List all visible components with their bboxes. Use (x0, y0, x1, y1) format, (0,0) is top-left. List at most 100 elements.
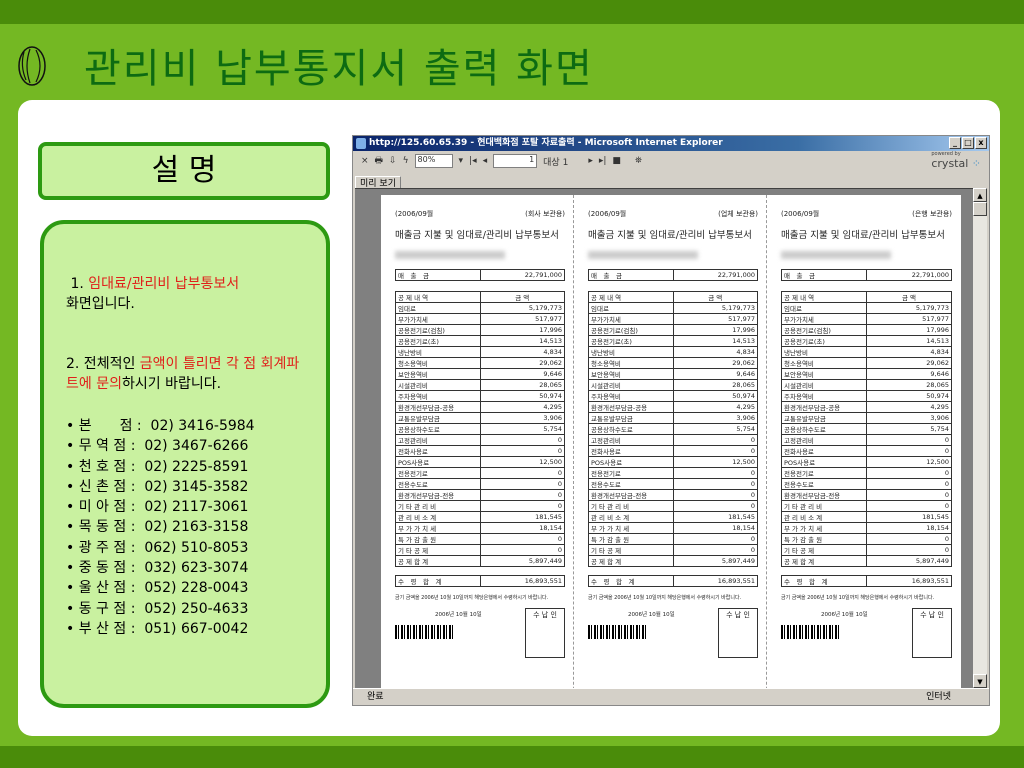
contact-item: • 동 구 점 : 052) 250-4633 (66, 600, 249, 617)
table-row: 공 제 합 계 5,897,449 (781, 555, 952, 567)
table-row: POS사용료 12,500 (395, 456, 565, 468)
page-input[interactable]: 1 (493, 154, 538, 168)
maximize-button[interactable]: □ (962, 137, 974, 149)
table-row: 공용상하수도료 5,754 (781, 423, 952, 435)
ie-icon (356, 138, 366, 149)
table-row: 관 리 비 소 계 181,545 (395, 511, 565, 523)
barcode (588, 625, 648, 639)
table-row: 공용상하수도료 5,754 (588, 423, 758, 435)
table-row: 전용수도료 0 (781, 478, 952, 490)
table-row: 고정관리비 0 (395, 434, 565, 446)
table-row: 부가가치세 517,977 (781, 313, 952, 325)
window-titlebar: http://125.60.65.39 - 현대백화점 포탈 자료출력 - Mi… (353, 136, 989, 151)
table-row: 교통유발부담금 3,906 (588, 412, 758, 424)
table-row: 부 가 가 치 세 18,154 (588, 522, 758, 534)
close-view-icon[interactable]: × (361, 156, 369, 166)
note: 금기 금액을 2006년 10월 10일까지 해당은행에서 수령하시기 바랍니다… (395, 595, 549, 601)
close-button[interactable]: x (975, 137, 987, 149)
contact-item: • 울 산 점 : 052) 228-0043 (66, 580, 249, 597)
browser-window: http://125.60.65.39 - 현대백화점 포탈 자료출력 - Mi… (352, 135, 990, 706)
table-row: 청소용역비 29,062 (395, 357, 565, 369)
table-row: 청소용역비 29,062 (781, 357, 952, 369)
description-heading: 설 명 (38, 142, 330, 200)
table-row: 공용전기료(검침) 17,996 (395, 324, 565, 336)
table-row: 교통유발부담금 3,906 (781, 412, 952, 424)
table-row: 냉난방비 4,834 (781, 346, 952, 358)
barcode (781, 625, 841, 639)
period: (2006/09월 (588, 210, 627, 218)
contact-item: • 미 아 점 : 02) 2117-3061 (66, 499, 249, 516)
first-page-icon[interactable]: |◂ (469, 156, 477, 166)
table-row: 임대료 5,179,773 (588, 302, 758, 314)
table-row: 보안용역비 9,646 (588, 368, 758, 380)
item-1: 1. 임대료/관리비 납부통보서 화면입니다. (66, 276, 240, 312)
bottom-band (0, 746, 1024, 768)
table-row: 환경개선부담금-공용 4,295 (395, 401, 565, 413)
total-table: 수 령 합 계 16,893,551 (588, 575, 758, 587)
report-copy: (2006/09월 (회사 보관용) 매출금 지불 및 임대료/관리비 납부통보서… (381, 195, 574, 688)
zoom-dropdown-icon[interactable]: ▾ (458, 156, 464, 166)
contact-item: • 무 역 점 : 02) 3467-6266 (66, 438, 249, 455)
table-row: 보안용역비 9,646 (781, 368, 952, 380)
table-row: 환경개선부담금-전용 0 (395, 489, 565, 501)
table-row: POS사용료 12,500 (588, 456, 758, 468)
contact-item: • 목 동 점 : 02) 2163-3158 (66, 519, 249, 536)
vertical-scrollbar[interactable]: ▲ ▼ (973, 188, 987, 688)
table-row: 공 제 합 계 5,897,449 (395, 555, 565, 567)
table-row: 공용전기료(검침) 17,996 (781, 324, 952, 336)
period: (2006/09월 (781, 210, 820, 218)
table-row: 전용수도료 0 (395, 478, 565, 490)
table-row: 공용전기료(초) 14,513 (395, 335, 565, 347)
contact-item: • 신 촌 점 : 02) 3145-3582 (66, 478, 249, 495)
table-row: 시설관리비 28,065 (395, 379, 565, 391)
table-row: 임대료 5,179,773 (781, 302, 952, 314)
total-table: 수 령 합 계 16,893,551 (781, 575, 952, 587)
table-row: 시설관리비 28,065 (781, 379, 952, 391)
table-row: 공 제 합 계 5,897,449 (588, 555, 758, 567)
contact-item: • 천 호 점 : 02) 2225-8591 (66, 458, 249, 475)
table-row: 청소용역비 29,062 (588, 357, 758, 369)
last-page-icon[interactable]: ▸| (598, 156, 607, 166)
table-row: 관 리 비 소 계 181,545 (781, 511, 952, 523)
export-icon[interactable]: ⇩ (389, 156, 397, 166)
zoom-select[interactable]: 80% (414, 154, 453, 168)
table-row: 공용전기료(검침) 17,996 (588, 324, 758, 336)
table-row: 임대료 5,179,773 (395, 302, 565, 314)
minimize-button[interactable]: _ (949, 137, 961, 149)
report-viewer: (2006/09월 (회사 보관용) 매출금 지불 및 임대료/관리비 납부통보서… (355, 188, 974, 688)
table-row: 고정관리비 0 (588, 434, 758, 446)
viewer-toolbar: × 🖶 ⇩ ϟ 80% ▾ |◂ ◂ 1 대상 1 ▸ ▸| ■ ⛯ powered b… (353, 151, 989, 171)
search-binoculars-icon[interactable]: ⛯ (634, 156, 643, 166)
table-row: 전화사용료 0 (395, 445, 565, 457)
table-row: 고정관리비 0 (781, 434, 952, 446)
contact-item: • 본 점 : 02) 3416-5984 (66, 418, 255, 434)
stamp-box: 수 납 인 (912, 608, 952, 658)
report-title: 매출금 지불 및 임대료/관리비 납부통보서 (588, 230, 752, 241)
table-row: 보안용역비 9,646 (395, 368, 565, 380)
report-title: 매출금 지불 및 임대료/관리비 납부통보서 (395, 230, 559, 241)
contact-list: • 본 점 : 02) 3416-5984 • 무 역 점 : 02) 3467-… (66, 416, 326, 639)
table-row: 전용수도료 0 (588, 478, 758, 490)
table-row: 관 리 비 소 계 181,545 (588, 511, 758, 523)
table-row: 전용전기료 0 (781, 467, 952, 479)
table-row: 냉난방비 4,834 (588, 346, 758, 358)
next-page-icon[interactable]: ▸ (588, 156, 593, 166)
stop-icon[interactable]: ■ (612, 156, 621, 166)
print-icon[interactable]: 🖶 (374, 156, 384, 166)
prev-page-icon[interactable]: ◂ (482, 156, 488, 166)
crystal-logo: powered by crystal ⁘ (931, 151, 981, 170)
blurred-info (395, 251, 505, 259)
table-row: 공용전기료(초) 14,513 (588, 335, 758, 347)
report-page: (2006/09월 (회사 보관용) 매출금 지불 및 임대료/관리비 납부통보서… (381, 195, 961, 688)
blurred-info (588, 251, 698, 259)
refresh-icon[interactable]: ϟ (402, 156, 409, 166)
table-row: 환경개선부담금-공용 4,295 (781, 401, 952, 413)
copy-label: (업체 보관용) (718, 210, 758, 218)
report-copy: (2006/09월 (은행 보관용) 매출금 지불 및 임대료/관리비 납부통보서… (767, 195, 960, 688)
sales-table: 매 출 금 22,791,000 (395, 269, 565, 281)
